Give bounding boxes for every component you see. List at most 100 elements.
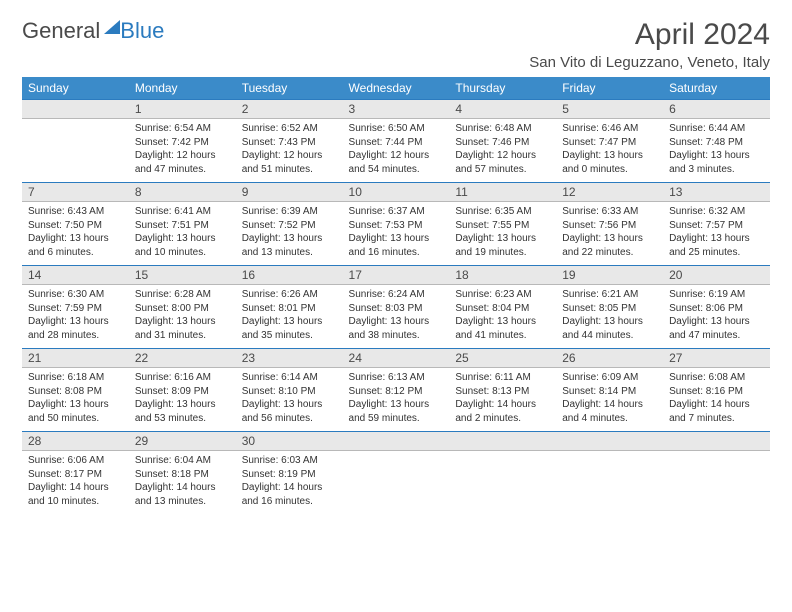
day-line-d1: Daylight: 13 hours (455, 315, 550, 329)
day-line-d1: Daylight: 13 hours (135, 398, 230, 412)
day-line-d2: and 4 minutes. (562, 412, 657, 426)
day-line-ss: Sunset: 7:56 PM (562, 219, 657, 233)
day-line-sr: Sunrise: 6:19 AM (669, 288, 764, 302)
dayhead-tue: Tuesday (236, 77, 343, 100)
day-cell (663, 451, 770, 515)
day-line-d2: and 47 minutes. (669, 329, 764, 343)
day-line-d2: and 22 minutes. (562, 246, 657, 260)
day-line-sr: Sunrise: 6:03 AM (242, 454, 337, 468)
day-line-d1: Daylight: 13 hours (349, 315, 444, 329)
day-cell: Sunrise: 6:48 AMSunset: 7:46 PMDaylight:… (449, 119, 556, 183)
day-line-d2: and 44 minutes. (562, 329, 657, 343)
daynum-row: 282930 (22, 432, 770, 451)
day-line-d1: Daylight: 12 hours (242, 149, 337, 163)
day-line-d2: and 35 minutes. (242, 329, 337, 343)
day-number: 14 (22, 266, 129, 285)
day-line-d2: and 19 minutes. (455, 246, 550, 260)
day-line-d1: Daylight: 13 hours (669, 149, 764, 163)
day-line-d2: and 25 minutes. (669, 246, 764, 260)
day-cell: Sunrise: 6:28 AMSunset: 8:00 PMDaylight:… (129, 285, 236, 349)
day-line-ss: Sunset: 8:13 PM (455, 385, 550, 399)
day-cell: Sunrise: 6:21 AMSunset: 8:05 PMDaylight:… (556, 285, 663, 349)
day-line-sr: Sunrise: 6:30 AM (28, 288, 123, 302)
day-content-row: Sunrise: 6:30 AMSunset: 7:59 PMDaylight:… (22, 285, 770, 349)
day-line-ss: Sunset: 7:42 PM (135, 136, 230, 150)
day-line-sr: Sunrise: 6:35 AM (455, 205, 550, 219)
day-line-ss: Sunset: 7:48 PM (669, 136, 764, 150)
day-line-d2: and 13 minutes. (135, 495, 230, 509)
day-line-ss: Sunset: 7:52 PM (242, 219, 337, 233)
day-cell: Sunrise: 6:39 AMSunset: 7:52 PMDaylight:… (236, 202, 343, 266)
day-cell: Sunrise: 6:37 AMSunset: 7:53 PMDaylight:… (343, 202, 450, 266)
day-cell: Sunrise: 6:44 AMSunset: 7:48 PMDaylight:… (663, 119, 770, 183)
day-line-d2: and 54 minutes. (349, 163, 444, 177)
day-line-d1: Daylight: 13 hours (562, 149, 657, 163)
dayhead-sun: Sunday (22, 77, 129, 100)
day-line-ss: Sunset: 8:05 PM (562, 302, 657, 316)
day-line-sr: Sunrise: 6:18 AM (28, 371, 123, 385)
logo: General Blue (22, 18, 164, 44)
day-line-d2: and 57 minutes. (455, 163, 550, 177)
day-line-sr: Sunrise: 6:39 AM (242, 205, 337, 219)
day-cell: Sunrise: 6:11 AMSunset: 8:13 PMDaylight:… (449, 368, 556, 432)
day-cell (556, 451, 663, 515)
day-content-row: Sunrise: 6:43 AMSunset: 7:50 PMDaylight:… (22, 202, 770, 266)
day-line-d1: Daylight: 13 hours (28, 315, 123, 329)
day-number: 25 (449, 349, 556, 368)
day-number: 28 (22, 432, 129, 451)
day-cell: Sunrise: 6:06 AMSunset: 8:17 PMDaylight:… (22, 451, 129, 515)
day-number: 17 (343, 266, 450, 285)
logo-text-blue: Blue (120, 18, 164, 44)
day-line-ss: Sunset: 7:43 PM (242, 136, 337, 150)
day-line-d1: Daylight: 13 hours (135, 315, 230, 329)
day-line-d1: Daylight: 13 hours (349, 232, 444, 246)
day-line-ss: Sunset: 8:17 PM (28, 468, 123, 482)
day-number: 20 (663, 266, 770, 285)
day-line-sr: Sunrise: 6:24 AM (349, 288, 444, 302)
day-number: 15 (129, 266, 236, 285)
day-number: 13 (663, 183, 770, 202)
day-line-d2: and 51 minutes. (242, 163, 337, 177)
day-line-sr: Sunrise: 6:21 AM (562, 288, 657, 302)
day-line-sr: Sunrise: 6:43 AM (28, 205, 123, 219)
day-line-d2: and 6 minutes. (28, 246, 123, 260)
day-cell: Sunrise: 6:03 AMSunset: 8:19 PMDaylight:… (236, 451, 343, 515)
day-number: 23 (236, 349, 343, 368)
day-line-sr: Sunrise: 6:11 AM (455, 371, 550, 385)
day-line-d1: Daylight: 13 hours (562, 232, 657, 246)
day-number: 1 (129, 100, 236, 119)
day-cell: Sunrise: 6:09 AMSunset: 8:14 PMDaylight:… (556, 368, 663, 432)
day-number: 26 (556, 349, 663, 368)
day-number: 19 (556, 266, 663, 285)
day-cell: Sunrise: 6:32 AMSunset: 7:57 PMDaylight:… (663, 202, 770, 266)
day-line-d2: and 16 minutes. (242, 495, 337, 509)
day-line-sr: Sunrise: 6:16 AM (135, 371, 230, 385)
location-label: San Vito di Leguzzano, Veneto, Italy (529, 54, 770, 71)
day-line-ss: Sunset: 8:04 PM (455, 302, 550, 316)
day-cell: Sunrise: 6:16 AMSunset: 8:09 PMDaylight:… (129, 368, 236, 432)
day-line-d1: Daylight: 13 hours (669, 315, 764, 329)
day-line-d2: and 38 minutes. (349, 329, 444, 343)
day-cell: Sunrise: 6:41 AMSunset: 7:51 PMDaylight:… (129, 202, 236, 266)
day-number: 12 (556, 183, 663, 202)
day-line-sr: Sunrise: 6:26 AM (242, 288, 337, 302)
day-cell: Sunrise: 6:08 AMSunset: 8:16 PMDaylight:… (663, 368, 770, 432)
header: General Blue April 2024 San Vito di Legu… (22, 18, 770, 71)
day-line-d1: Daylight: 14 hours (135, 481, 230, 495)
day-line-d1: Daylight: 12 hours (455, 149, 550, 163)
day-line-ss: Sunset: 7:59 PM (28, 302, 123, 316)
day-cell (449, 451, 556, 515)
day-line-d2: and 3 minutes. (669, 163, 764, 177)
day-number: 22 (129, 349, 236, 368)
day-number (663, 432, 770, 451)
day-number: 6 (663, 100, 770, 119)
day-line-d2: and 28 minutes. (28, 329, 123, 343)
day-number: 30 (236, 432, 343, 451)
day-line-sr: Sunrise: 6:44 AM (669, 122, 764, 136)
day-line-d2: and 56 minutes. (242, 412, 337, 426)
day-line-ss: Sunset: 8:10 PM (242, 385, 337, 399)
day-cell (22, 119, 129, 183)
month-title: April 2024 (529, 18, 770, 52)
day-line-ss: Sunset: 8:19 PM (242, 468, 337, 482)
day-line-d1: Daylight: 13 hours (28, 398, 123, 412)
